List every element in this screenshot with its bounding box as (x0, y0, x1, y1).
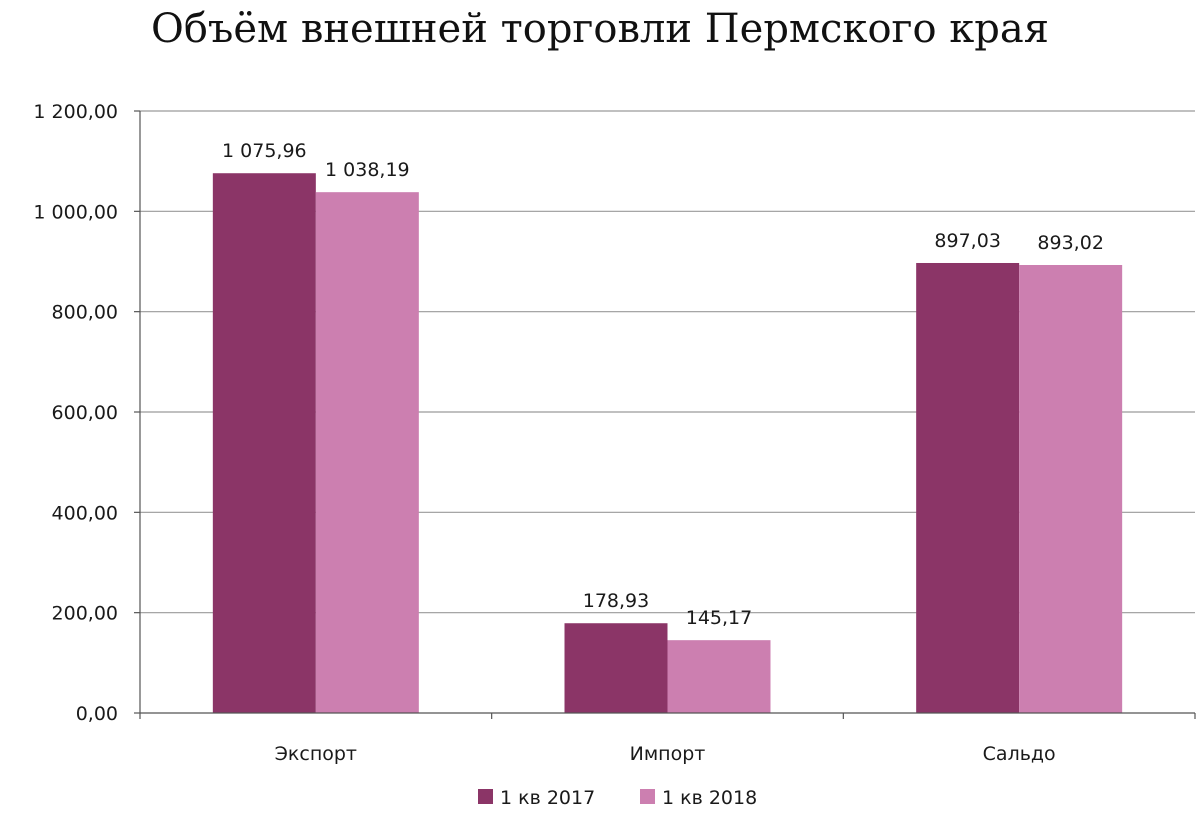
bar (1019, 265, 1123, 713)
legend-label: 1 кв 2017 (500, 787, 595, 809)
y-tick-label: 0,00 (76, 703, 118, 725)
bar (667, 640, 771, 713)
data-label: 145,17 (686, 607, 752, 629)
y-tick-label: 1 200,00 (33, 101, 118, 123)
labels: 0,00 200,00 400,00 600,00 800,00 1 000,00 1 20… (33, 101, 1104, 765)
y-tick-label: 600,00 (52, 402, 118, 424)
y-tick-label: 400,00 (52, 502, 118, 524)
data-label: 178,93 (583, 590, 649, 612)
data-label: 1 075,96 (222, 140, 307, 162)
data-label: 897,03 (934, 230, 1000, 252)
bar (916, 262, 1020, 713)
y-tick-label: 200,00 (52, 603, 118, 625)
y-tick-label: 1 000,00 (33, 201, 118, 223)
data-label: 1 038,19 (325, 159, 410, 181)
category-label: Импорт (630, 743, 706, 765)
chart-title: Объём внешней торговли Пермского края (151, 6, 1049, 52)
legend-label: 1 кв 2018 (662, 787, 757, 809)
legend-swatch (640, 789, 655, 804)
bars (212, 173, 1123, 713)
y-tick-label: 800,00 (52, 302, 118, 324)
legend-swatch (478, 789, 493, 804)
category-label: Сальдо (983, 743, 1056, 765)
bar (315, 192, 419, 713)
category-label: Экспорт (275, 743, 357, 765)
data-label: 893,02 (1037, 232, 1103, 254)
axes (134, 110, 1196, 719)
bar (564, 623, 668, 713)
legend: 1 кв 2017 1 кв 2018 (478, 787, 757, 809)
bar (212, 173, 316, 713)
